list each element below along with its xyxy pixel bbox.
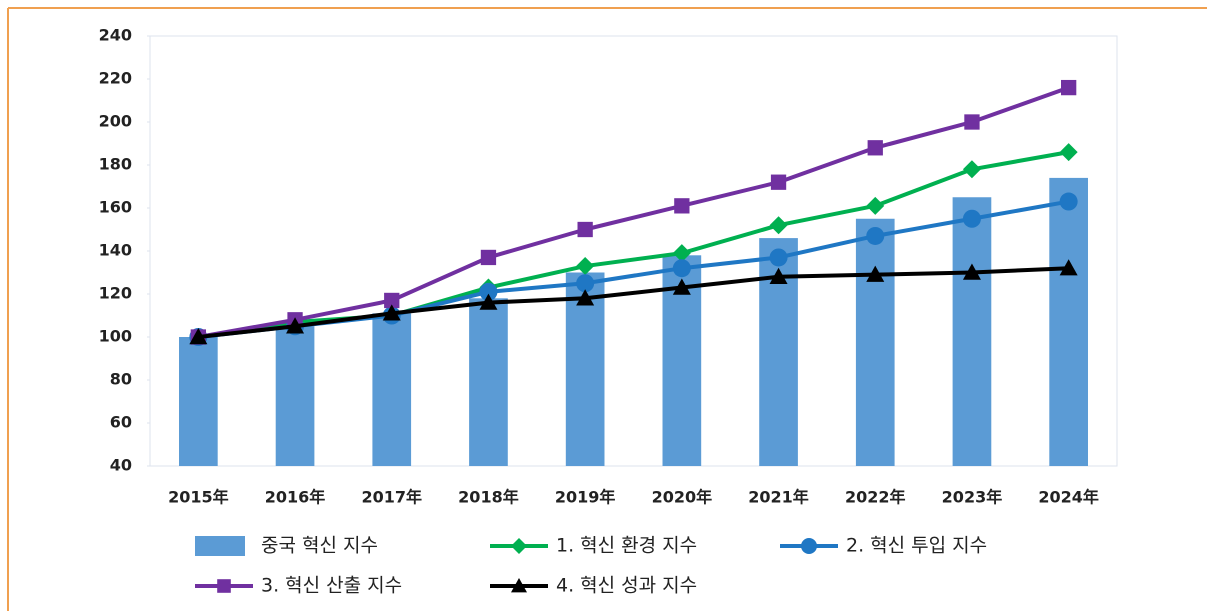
- legend-label: 3. 혁신 산출 지수: [261, 575, 402, 597]
- marker: [962, 160, 981, 179]
- y-tick-label: 140: [99, 241, 132, 260]
- x-tick-label: 2018年: [458, 488, 519, 507]
- marker: [964, 114, 980, 130]
- y-tick-label: 240: [99, 26, 132, 45]
- legend-marker: [217, 579, 231, 593]
- y-tick-label: 40: [110, 456, 132, 475]
- y-tick-label: 180: [99, 155, 132, 174]
- line: [198, 199, 1070, 339]
- y-tick-label: 120: [99, 284, 132, 303]
- marker: [769, 216, 788, 235]
- y-tick-label: 60: [110, 413, 132, 432]
- bar: [275, 326, 315, 466]
- marker: [479, 282, 498, 301]
- marker: [866, 226, 885, 245]
- legend-label: 1. 혁신 환경 지수: [556, 535, 697, 557]
- line: [198, 150, 1070, 339]
- x-tick-label: 2021年: [748, 488, 809, 507]
- y-tick-label: 160: [99, 198, 132, 217]
- marker: [286, 317, 305, 334]
- x-tick-label: 2015年: [168, 488, 229, 507]
- marker: [867, 140, 883, 156]
- marker: [962, 209, 981, 228]
- x-tick-label: 2022年: [845, 488, 906, 507]
- bar: [179, 337, 218, 466]
- marker: [962, 263, 981, 280]
- marker: [1059, 259, 1078, 276]
- bar: [372, 313, 412, 466]
- marker: [576, 274, 595, 293]
- marker: [577, 221, 593, 238]
- y-tick-label: 80: [110, 370, 132, 389]
- bar: [469, 298, 508, 466]
- x-tick-label: 2016年: [265, 488, 326, 507]
- x-tick-label: 2019年: [555, 488, 616, 507]
- legend-swatch: [195, 536, 245, 556]
- legend-label: 4. 혁신 성과 지수: [556, 575, 697, 597]
- line: [197, 85, 1070, 339]
- marker: [770, 174, 787, 190]
- x-tick-label: 2023年: [942, 488, 1003, 507]
- marker: [1061, 79, 1077, 96]
- marker: [1059, 143, 1078, 162]
- marker: [576, 289, 595, 306]
- marker: [672, 259, 691, 278]
- bar: [1049, 177, 1088, 466]
- bar: [952, 197, 992, 466]
- marker: [189, 328, 208, 345]
- bar: [855, 218, 895, 466]
- marker: [769, 248, 788, 267]
- legend-marker: [511, 538, 527, 554]
- y-tick-label: 220: [99, 69, 132, 88]
- marker: [479, 293, 498, 310]
- legend-label: 중국 혁신 지수: [261, 535, 378, 557]
- y-tick-label: 200: [99, 112, 132, 131]
- marker: [384, 292, 400, 309]
- marker: [866, 196, 885, 215]
- legend-marker: [511, 578, 527, 593]
- marker: [382, 304, 401, 321]
- y-tick-label: 100: [99, 327, 132, 346]
- x-tick-label: 2020年: [652, 488, 713, 507]
- marker: [672, 278, 691, 295]
- legend-marker: [801, 538, 817, 554]
- marker: [576, 257, 595, 276]
- marker: [674, 198, 690, 214]
- marker: [480, 249, 497, 266]
- x-tick-label: 2024年: [1038, 488, 1099, 507]
- marker: [1059, 192, 1078, 211]
- marker: [672, 244, 691, 263]
- legend-label: 2. 혁신 투입 지수: [846, 535, 987, 557]
- x-tick-label: 2017年: [361, 488, 422, 507]
- marker: [769, 267, 788, 284]
- line: [198, 266, 1069, 339]
- marker: [866, 265, 885, 282]
